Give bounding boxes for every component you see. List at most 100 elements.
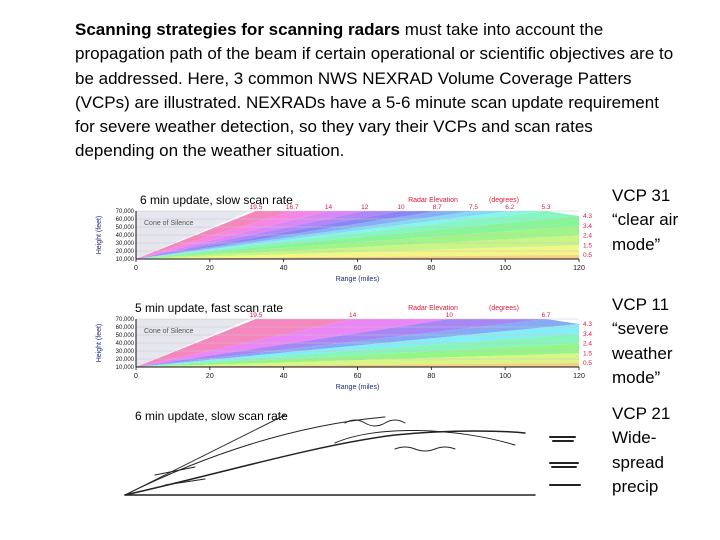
x-tick-label: 0 bbox=[134, 373, 138, 380]
elevation-title: Radar Elevation bbox=[408, 305, 458, 312]
vcp11-desc-line2: weather bbox=[612, 343, 673, 363]
y-tick-label: 40,000 bbox=[116, 233, 135, 239]
top-elevation-label: 14 bbox=[325, 204, 333, 211]
vcp21-name: VCP 21 bbox=[612, 404, 671, 423]
y-tick-label: 30,000 bbox=[116, 241, 135, 247]
y-tick-label: 10,000 bbox=[116, 257, 135, 263]
beam-band bbox=[136, 245, 579, 259]
right-elevation-label: 0.5 bbox=[583, 252, 592, 259]
x-tick-label: 20 bbox=[206, 373, 214, 380]
vcp21-beam-upper bbox=[124, 416, 386, 496]
vcp21-scribble-4 bbox=[549, 462, 579, 468]
vcp11-name: VCP 11 bbox=[612, 295, 670, 314]
y-axis-label: Height (feet) bbox=[96, 324, 103, 363]
intro-paragraph: Scanning strategies for scanning radars … bbox=[75, 18, 675, 164]
vcp21-beam-arc bbox=[334, 430, 516, 446]
y-tick-label: 10,000 bbox=[116, 365, 135, 371]
x-tick-label: 120 bbox=[573, 265, 585, 272]
elevation-title: Radar Elevation bbox=[408, 197, 458, 204]
y-tick-label: 50,000 bbox=[116, 225, 135, 231]
top-elevation-label: 16.7 bbox=[286, 204, 299, 211]
x-tick-label: 80 bbox=[427, 265, 435, 272]
beam-band bbox=[136, 343, 579, 367]
vcp31-desc-line2: mode” bbox=[612, 234, 661, 254]
right-elevation-label: 2.4 bbox=[583, 233, 592, 240]
x-tick-label: 40 bbox=[280, 265, 288, 272]
beam-band bbox=[136, 225, 579, 259]
vcp21-scribble-3 bbox=[549, 436, 576, 442]
top-elevation-label: 19.5 bbox=[250, 204, 263, 211]
x-tick-label: 0 bbox=[134, 265, 138, 272]
vcp11-label: VCP 11 “severe weather mode” bbox=[612, 293, 712, 390]
x-tick-label: 100 bbox=[499, 373, 511, 380]
vcp21-scribble-1 bbox=[344, 419, 406, 427]
vcp31-desc-line1: “clear air bbox=[612, 210, 679, 230]
x-tick-label: 60 bbox=[354, 265, 362, 272]
vcp31-name: VCP 31 bbox=[612, 186, 671, 205]
intro-bold: Scanning strategies for scanning radars bbox=[75, 20, 400, 39]
vcp21-desc-line2: spread bbox=[612, 452, 664, 472]
x-tick-label: 100 bbox=[499, 265, 511, 272]
y-tick-label: 60,000 bbox=[116, 325, 135, 331]
top-elevation-label: 7.5 bbox=[469, 204, 478, 211]
top-elevation-label: 8.7 bbox=[433, 204, 442, 211]
top-elevation-label: 12 bbox=[361, 204, 369, 211]
x-tick-label: 60 bbox=[354, 373, 362, 380]
cone-label: Cone of Silence bbox=[144, 220, 194, 227]
x-tick-label: 40 bbox=[280, 373, 288, 380]
elevation-unit: (degrees) bbox=[489, 197, 519, 204]
vcp31-label: VCP 31 “clear air mode” bbox=[612, 184, 712, 257]
right-elevation-label: 3.4 bbox=[583, 223, 592, 230]
vcp21-beam-outline bbox=[124, 430, 526, 496]
beam-band bbox=[136, 235, 579, 259]
panel3-caption: 6 min update, slow scan rate bbox=[135, 409, 288, 423]
panel2-caption: 5 min update, fast scan rate bbox=[135, 301, 284, 315]
y-tick-label: 70,000 bbox=[116, 317, 135, 323]
beam-band bbox=[136, 255, 579, 259]
vcp21-desc-line1: Wide- bbox=[612, 428, 657, 448]
vcp11-desc-line1: “severe bbox=[612, 319, 669, 339]
right-elevation-label: 0.5 bbox=[583, 360, 592, 367]
y-tick-label: 50,000 bbox=[116, 333, 135, 339]
beam-band bbox=[136, 353, 579, 367]
beam-band bbox=[136, 363, 579, 367]
elevation-unit: (degrees) bbox=[489, 305, 519, 312]
right-elevation-label: 4.3 bbox=[583, 321, 592, 328]
x-axis-label: Range (miles) bbox=[336, 384, 380, 391]
top-elevation-label: 14 bbox=[349, 312, 357, 319]
vcp21-sketch bbox=[95, 405, 597, 500]
beam-band bbox=[136, 333, 579, 367]
x-tick-label: 80 bbox=[427, 373, 435, 380]
y-tick-label: 20,000 bbox=[116, 249, 135, 255]
vcp21-label: VCP 21 Wide- spread precip bbox=[612, 402, 712, 499]
right-elevation-label: 1.5 bbox=[583, 242, 592, 249]
y-tick-label: 40,000 bbox=[116, 341, 135, 347]
right-elevation-label: 4.3 bbox=[583, 213, 592, 220]
x-axis-label: Range (miles) bbox=[336, 276, 380, 283]
cone-label: Cone of Silence bbox=[144, 328, 194, 335]
vcp21-scribble-2 bbox=[394, 446, 456, 452]
vcp21-desc-line3: precip bbox=[612, 476, 659, 496]
top-elevation-label: 10 bbox=[397, 204, 405, 211]
y-tick-label: 70,000 bbox=[116, 209, 135, 215]
x-tick-label: 20 bbox=[206, 265, 214, 272]
x-tick-label: 120 bbox=[573, 373, 585, 380]
top-elevation-label: 19.5 bbox=[250, 312, 263, 319]
top-elevation-label: 5.3 bbox=[541, 204, 550, 211]
vcp21-cone-edge bbox=[124, 414, 286, 496]
right-elevation-label: 3.4 bbox=[583, 331, 592, 338]
vcp21-scribble-6 bbox=[154, 466, 206, 486]
panel1-caption: 6 min update, slow scan rate bbox=[140, 193, 293, 207]
intro-text: must take into account the propagation p… bbox=[75, 20, 674, 161]
y-tick-label: 30,000 bbox=[116, 349, 135, 355]
y-axis-label: Height (feet) bbox=[96, 216, 103, 255]
right-elevation-label: 1.5 bbox=[583, 350, 592, 357]
top-elevation-label: 6.2 bbox=[505, 204, 514, 211]
vcp31-chart: Cone of Silence 70,000 60,000 50,000 40,000 3… bbox=[95, 190, 597, 290]
y-tick-label: 60,000 bbox=[116, 217, 135, 223]
vcp11-desc-line3: mode” bbox=[612, 367, 661, 387]
right-elevation-label: 2.4 bbox=[583, 341, 592, 348]
vcp11-chart: Cone of Silence 70,000 60,000 50,000 40,000 3… bbox=[95, 298, 597, 398]
top-elevation-label: 10 bbox=[446, 312, 454, 319]
y-tick-label: 20,000 bbox=[116, 357, 135, 363]
